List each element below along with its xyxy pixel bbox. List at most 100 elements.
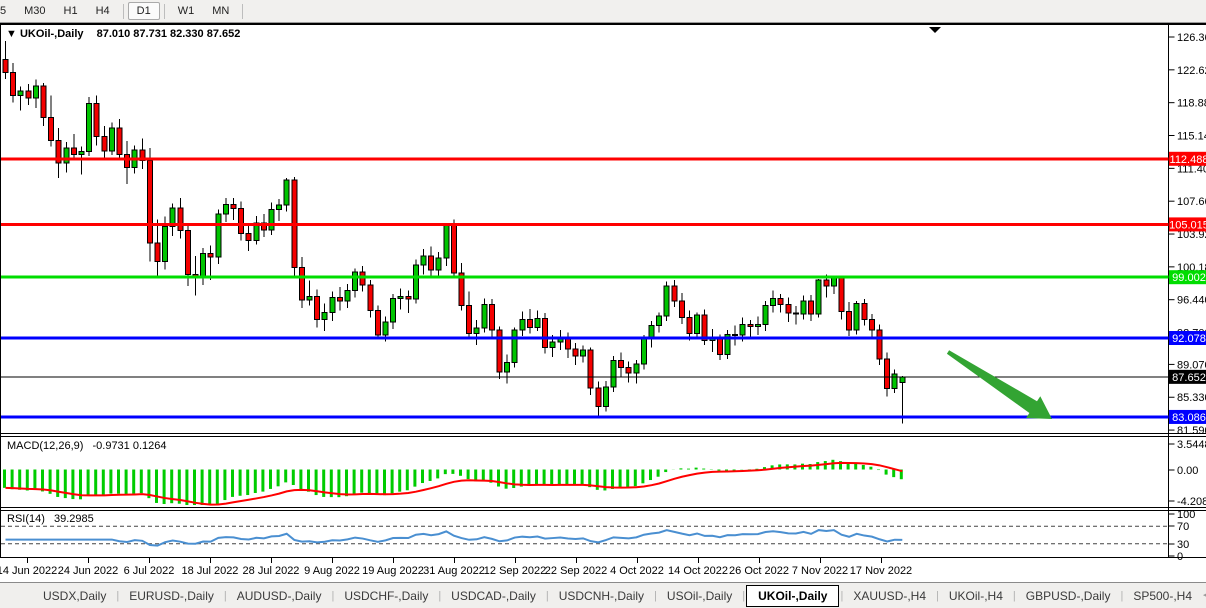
svg-text:12 Sep 2022: 12 Sep 2022 [484,565,546,577]
tab-separator: | [936,589,939,602]
svg-text:96.440: 96.440 [1177,295,1206,307]
svg-text:0: 0 [1177,551,1183,563]
tab-ukoil-h4[interactable]: UKOil-,H4 [948,588,1003,603]
svg-text:3.5448: 3.5448 [1177,439,1206,451]
svg-text:28 Jul 2022: 28 Jul 2022 [243,565,300,577]
toolbar-separator [163,3,165,19]
svg-text:87.652: 87.652 [1172,372,1206,384]
price-chart-canvas[interactable]: 126.360 122.620 118.880 115.140 111.400 107.6… [0,23,1206,582]
tab-usdchf-daily[interactable]: USDCHF-,Daily [344,588,429,603]
chart-end-marker-icon [929,27,941,33]
tab-eurusd-daily[interactable]: EURUSD-,Daily [129,588,214,603]
tab-usdcnh-daily[interactable]: USDCNH-,Daily [558,588,645,603]
chart-ohlc-values: 87.010 87.731 82.330 87.652 [96,28,241,40]
svg-text:103.920: 103.920 [1177,229,1206,241]
chart-window[interactable]: 126.360 122.620 118.880 115.140 111.400 107.6… [0,23,1206,582]
tab-scroll-left-icon[interactable]: ◄ [1201,590,1206,601]
svg-text:22 Sep 2022: 22 Sep 2022 [545,565,607,577]
pane-borders [0,23,1206,558]
macd-signal-line [5,461,903,506]
rsi-indicator-label: RSI(14) 39.2985 [7,513,94,525]
svg-text:99.002: 99.002 [1172,272,1206,284]
tab-sp500-h4[interactable]: SP500-,H4 [1133,588,1193,603]
svg-text:0.00: 0.00 [1177,465,1198,477]
tab-scroll-controls: ◄► [1201,590,1206,601]
svg-text:92.078: 92.078 [1172,333,1206,345]
svg-text:122.620: 122.620 [1177,65,1206,77]
svg-text:111.400: 111.400 [1177,163,1206,175]
tab-separator: | [545,589,549,602]
svg-text:100: 100 [1177,509,1195,521]
tab-separator: | [223,589,227,602]
macd-values: -0.9731 0.1264 [92,440,167,452]
svg-text:24 Jun 2022: 24 Jun 2022 [58,565,119,577]
timeframe-button-5[interactable]: 5 [0,5,7,17]
svg-text:14 Oct 2022: 14 Oct 2022 [668,565,728,577]
svg-text:118.880: 118.880 [1177,98,1206,110]
chart-symbol-label: UKOil-,Daily [19,28,84,40]
tab-usoil-daily[interactable]: USOil-,Daily [666,588,733,603]
tab-xauusd-h4[interactable]: XAUUSD-,H4 [853,588,927,603]
svg-text:4 Oct 2022: 4 Oct 2022 [610,565,664,577]
tab-usdx-daily[interactable]: USDX,Daily [43,588,107,603]
svg-text:112.488: 112.488 [1170,154,1206,166]
svg-text:31 Aug 2022: 31 Aug 2022 [423,565,485,577]
svg-text:85.330: 85.330 [1177,392,1206,404]
toolbar-separator [242,3,244,19]
symbol-tab-bar: USDX,Daily | EURUSD-,Daily | AUDUSD-,Daily | U… [0,582,1206,608]
chart-title: ▼ UKOil-,Daily 87.010 87.731 82.330 87.6… [6,28,240,40]
tab-separator: | [331,589,335,602]
svg-text:89.070: 89.070 [1177,359,1206,371]
macd-name: MACD(12,26,9) [7,440,84,452]
svg-text:81.590: 81.590 [1177,425,1206,437]
svg-text:19 Aug 2022: 19 Aug 2022 [362,565,424,577]
svg-text:30: 30 [1177,539,1189,551]
svg-text:26 Oct 2022: 26 Oct 2022 [729,565,789,577]
macd-indicator-label: MACD(12,26,9) -0.9731 0.1264 [7,440,167,452]
rsi-line [5,529,903,547]
tab-usdcad-daily[interactable]: USDCAD-,Daily [451,588,536,603]
rsi-name: RSI(14) [7,513,45,525]
chart-dropdown-icon[interactable]: ▼ [6,28,17,40]
svg-text:-4.2086: -4.2086 [1177,496,1206,508]
svg-text:70: 70 [1177,521,1189,533]
svg-text:7 Nov 2022: 7 Nov 2022 [792,565,848,577]
svg-text:17 Nov 2022: 17 Nov 2022 [850,565,912,577]
date-axis: 14 Jun 2022 24 Jun 2022 6 Jul 2022 18 Jul 2… [0,558,912,577]
candles-layer [2,41,906,424]
toolbar-separator [122,3,124,19]
price-axis: 126.360 122.620 118.880 115.140 111.400 107.6… [1168,32,1206,437]
trend-arrow-down-icon[interactable] [946,350,1052,419]
svg-text:14 Jun 2022: 14 Jun 2022 [0,565,57,577]
price-levels-layer[interactable] [1,157,1169,419]
svg-text:107.660: 107.660 [1177,196,1206,208]
tab-audusd-daily[interactable]: AUDUSD-,Daily [236,588,322,603]
timeframe-button-H4[interactable]: H4 [95,5,110,17]
tab-separator: | [654,589,657,602]
svg-text:105.015: 105.015 [1169,219,1206,231]
timeframe-button-MN[interactable]: MN [212,5,230,17]
macd-pane: 3.5448 0.00 -4.2086 [3,439,1206,508]
timeframe-button-D1[interactable]: D1 [127,2,160,20]
timeframe-button-W1[interactable]: W1 [177,5,195,17]
timeframe-toolbar: 5 M30 H1 H4 D1 W1 MN [0,0,1206,23]
svg-text:18 Jul 2022: 18 Jul 2022 [182,565,239,577]
timeframe-button-H1[interactable]: H1 [63,5,78,17]
tab-separator: | [840,589,844,602]
tab-separator: | [116,589,120,602]
svg-text:126.360: 126.360 [1177,32,1206,44]
svg-text:6 Jul 2022: 6 Jul 2022 [124,565,175,577]
tab-ukoil-daily[interactable]: UKOil-,Daily [746,584,840,607]
tab-separator: | [742,589,746,602]
rsi-value: 39.2985 [53,513,94,525]
timeframe-button-M30[interactable]: M30 [24,5,46,17]
svg-text:115.140: 115.140 [1177,131,1206,143]
tab-separator: | [1120,589,1124,602]
tab-gbpusd-daily[interactable]: GBPUSD-,Daily [1025,588,1111,603]
tab-separator: | [438,589,442,602]
svg-text:9 Aug 2022: 9 Aug 2022 [304,565,360,577]
tab-separator: | [1012,589,1016,602]
svg-text:83.086: 83.086 [1172,412,1206,424]
